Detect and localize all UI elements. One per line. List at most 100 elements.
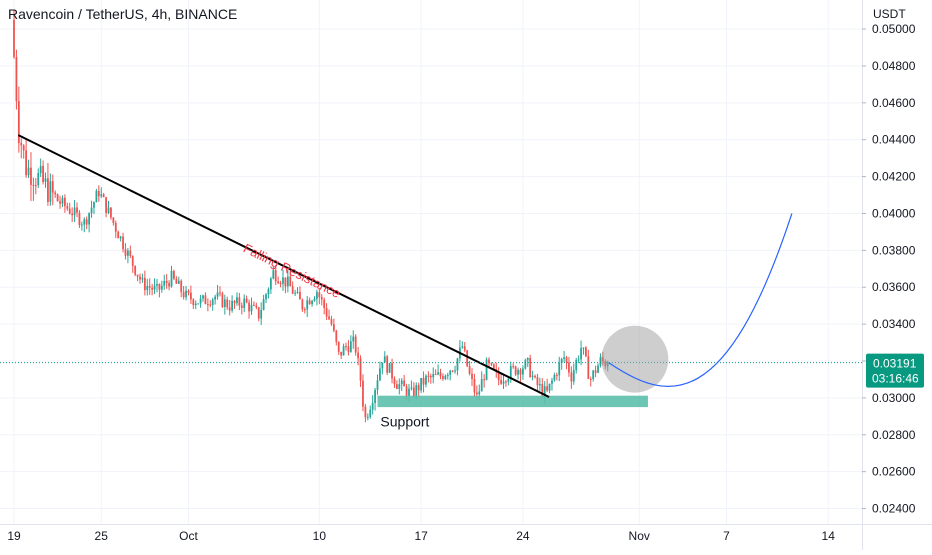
candle-body xyxy=(349,341,352,353)
candle-body xyxy=(291,286,294,294)
candle-body xyxy=(376,380,379,390)
candle-body xyxy=(342,346,345,356)
x-tick-label: 24 xyxy=(516,529,530,543)
candle-body xyxy=(374,389,376,403)
candle-body xyxy=(427,375,430,377)
candle-body xyxy=(141,277,144,280)
candle-body xyxy=(439,372,442,377)
candle-body xyxy=(206,304,209,306)
candle-body xyxy=(32,184,35,186)
candle-body xyxy=(572,370,575,382)
candle-body xyxy=(505,381,507,383)
candle-body xyxy=(497,371,500,380)
candle-body xyxy=(100,194,103,197)
candle-body xyxy=(39,165,42,174)
candle-body xyxy=(599,357,602,366)
candle-body xyxy=(114,222,117,232)
candle-body xyxy=(306,300,309,310)
candle-body xyxy=(369,409,372,417)
candle-body xyxy=(449,370,452,375)
support-zone xyxy=(377,395,648,408)
candle-body xyxy=(83,219,86,225)
candle-body xyxy=(337,341,340,352)
candle-body xyxy=(446,374,449,376)
candle-body xyxy=(190,292,192,300)
candle-body xyxy=(417,385,420,391)
candle-body xyxy=(170,271,173,287)
x-tick-label: Nov xyxy=(629,529,650,543)
candle-body xyxy=(231,300,233,311)
candle-body xyxy=(221,293,224,307)
candle-body xyxy=(68,208,71,214)
candle-body xyxy=(400,380,403,385)
x-tick-label: Oct xyxy=(179,529,198,543)
candle-body xyxy=(59,201,61,204)
candle-body xyxy=(148,286,151,288)
candle-body xyxy=(80,224,83,226)
candle-body xyxy=(165,280,168,284)
candle-body xyxy=(126,250,129,256)
candle-body xyxy=(97,190,100,197)
y-tick-label: 0.03600 xyxy=(872,280,916,294)
candle-body xyxy=(199,298,202,304)
candle-body xyxy=(216,292,219,297)
y-tick-label: 0.04800 xyxy=(872,59,916,73)
candle-body xyxy=(555,374,558,376)
candle-body xyxy=(158,283,161,290)
candle-body xyxy=(563,357,565,359)
candle-body xyxy=(381,362,384,369)
candle-body xyxy=(85,219,88,225)
candle-body xyxy=(589,378,592,380)
candle-body xyxy=(238,297,241,306)
candle-body xyxy=(328,316,330,320)
candle-body xyxy=(488,359,490,364)
candle-body xyxy=(105,197,107,213)
candle-body xyxy=(13,19,15,57)
candle-body xyxy=(30,167,32,185)
candle-body xyxy=(250,304,253,312)
y-tick-label: 0.04000 xyxy=(872,206,916,220)
candle-body xyxy=(466,350,469,367)
candle-body xyxy=(580,348,582,360)
candle-body xyxy=(475,392,478,395)
candle-body xyxy=(22,145,25,151)
candle-body xyxy=(325,308,328,317)
candle-body xyxy=(308,300,311,305)
candle-body xyxy=(76,207,78,213)
candle-body xyxy=(248,302,250,312)
candle-body xyxy=(514,366,517,375)
candle-body xyxy=(597,365,599,373)
candle-body xyxy=(492,364,495,370)
candle-body xyxy=(202,295,204,299)
candle-body xyxy=(211,299,214,305)
y-tick-label: 0.05000 xyxy=(872,22,916,36)
candle-body xyxy=(168,283,170,287)
candle-body xyxy=(236,297,238,304)
candle-body xyxy=(223,299,226,307)
candle-body xyxy=(129,250,132,256)
candle-body xyxy=(136,274,139,277)
candle-body xyxy=(415,385,418,397)
candle-body xyxy=(534,375,536,378)
candle-body xyxy=(119,236,122,239)
candle-body xyxy=(214,296,217,300)
x-tick-label: 19 xyxy=(7,529,21,543)
candle-body xyxy=(313,298,316,301)
price-axis-unit: USDT xyxy=(873,7,906,21)
candle-body xyxy=(541,384,544,396)
candle-body xyxy=(347,346,350,353)
candle-body xyxy=(110,207,112,218)
y-tick-label: 0.04400 xyxy=(872,133,916,147)
y-tick-label: 0.02600 xyxy=(872,465,916,479)
candle-body xyxy=(151,287,154,290)
candle-body xyxy=(565,357,568,363)
candle-body xyxy=(20,142,23,146)
candle-body xyxy=(90,207,93,214)
candle-body xyxy=(437,372,439,375)
candle-body xyxy=(354,336,357,353)
candle-body xyxy=(594,370,597,373)
candle-body xyxy=(538,384,541,386)
candle-body xyxy=(228,307,231,311)
candle-body xyxy=(364,406,367,418)
